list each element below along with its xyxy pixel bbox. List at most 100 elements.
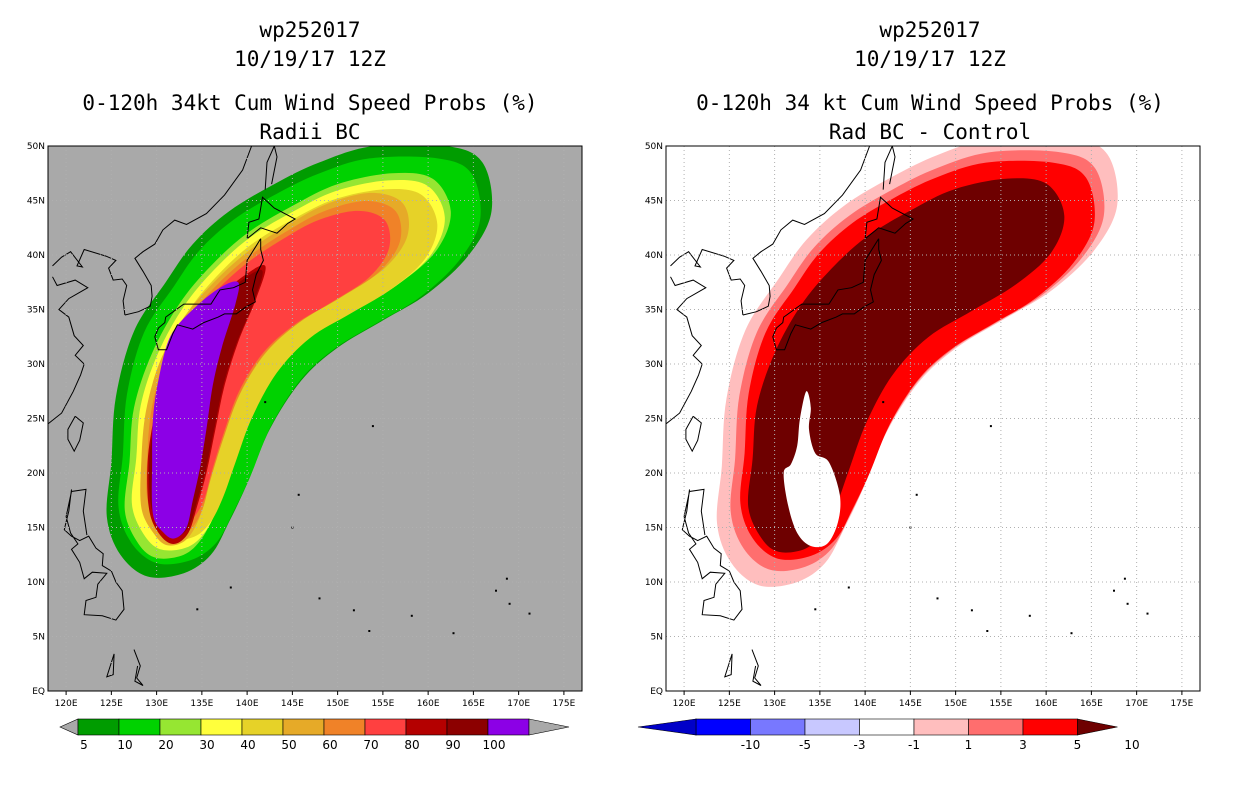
y-tick-label: 50N: [27, 142, 45, 152]
colorbar-label: 5: [1074, 738, 1082, 752]
coastline: [48, 276, 89, 425]
x-tick-label: 150E: [326, 699, 349, 709]
right-title-date: 10/19/17 12Z: [854, 47, 1006, 71]
colorbar-label: 50: [281, 738, 296, 752]
colorbar-swatch: [118, 718, 161, 736]
island: [1146, 612, 1149, 615]
colorbar-label: 3: [1019, 738, 1027, 752]
coastline: [685, 415, 702, 453]
colorbar-swatch: [364, 718, 407, 736]
y-tick-label: 45N: [27, 197, 45, 207]
left-colorbar: 5 10 20 30 40 50 60 70 80 90 100: [59, 718, 570, 752]
y-tick-label: EQ: [650, 687, 663, 697]
map-frame: [47, 145, 583, 692]
coastline: [106, 653, 115, 678]
contour-fills: [666, 146, 1149, 686]
y-tick-label: EQ: [32, 687, 45, 697]
y-tick-label: 20N: [27, 469, 45, 479]
island: [1123, 577, 1126, 580]
island: [352, 609, 355, 612]
y-tick-label: 5N: [651, 633, 663, 643]
coastline: [666, 276, 707, 425]
y-tick-label: 15N: [645, 524, 663, 534]
island: [508, 602, 511, 605]
gridlines: [48, 146, 582, 691]
y-tick-label: 35N: [27, 306, 45, 316]
colorbar-swatch: [1022, 718, 1078, 736]
colorbar-swatch: [913, 718, 969, 736]
coastline: [864, 196, 915, 240]
colorbar-swatch: [405, 718, 448, 736]
island: [318, 597, 321, 600]
coastline: [882, 146, 896, 190]
colorbar-label: 80: [404, 738, 419, 752]
y-tick-label: 25N: [645, 415, 663, 425]
island: [989, 425, 992, 428]
colorbar-min-arrow: [637, 718, 697, 736]
x-tick-label: 130E: [763, 699, 786, 709]
right-title-storm-id: wp252017: [879, 18, 981, 42]
island: [1070, 632, 1073, 635]
coastline: [751, 649, 762, 686]
y-tick-label: 45N: [645, 197, 663, 207]
island: [814, 608, 817, 611]
x-tick-label: 135E: [808, 699, 831, 709]
colorbar-swatch: [750, 718, 806, 736]
colorbar-label: -5: [799, 738, 811, 752]
contour-100: [151, 281, 240, 539]
colorbar-label: 10: [1124, 738, 1139, 752]
left-title-date: 10/19/17 12Z: [234, 47, 386, 71]
y-tick-label: 20N: [645, 469, 663, 479]
island: [196, 608, 199, 611]
island: [970, 609, 973, 612]
y-tick-label: 15N: [27, 524, 45, 534]
coastline: [67, 415, 84, 453]
colorbar-swatch: [968, 718, 1024, 736]
left-title-variable: 0-120h 34kt Cum Wind Speed Probs (%): [82, 91, 538, 115]
y-tick-label: 50N: [645, 142, 663, 152]
left-title-storm-id: wp252017: [259, 18, 361, 42]
coastline: [742, 146, 871, 316]
x-tick-label: 145E: [281, 699, 304, 709]
colorbar-label: 100: [483, 738, 506, 752]
island: [452, 632, 455, 635]
x-tick-label: 150E: [944, 699, 967, 709]
x-tick-label: 145E: [899, 699, 922, 709]
x-tick-label: 140E: [854, 699, 877, 709]
x-tick-label: 160E: [1035, 699, 1058, 709]
colorbar-label: 90: [445, 738, 460, 752]
diff-contour-10: [747, 178, 1065, 553]
colorbar-min-arrow: [59, 718, 79, 736]
colorbar-swatch: [446, 718, 489, 736]
colorbar-label: 30: [199, 738, 214, 752]
x-tick-label: 125E: [100, 699, 123, 709]
coastline: [124, 146, 253, 316]
colorbar-label: 60: [322, 738, 337, 752]
island: [229, 586, 232, 589]
x-tick-label: 140E: [236, 699, 259, 709]
colorbar-label: 40: [240, 738, 255, 752]
right-colorbar: -10 -5 -3 -1 1 3 5 10: [637, 718, 1140, 752]
right-map-panel: 120E 125E 130E 135E 140E 145E 150E 155E 160E 165E…: [645, 142, 1201, 709]
colorbar-label: 70: [363, 738, 378, 752]
y-tick-label: 40N: [27, 251, 45, 261]
x-tick-label: 165E: [1080, 699, 1103, 709]
island: [936, 597, 939, 600]
island: [882, 401, 885, 404]
x-tick-label: 120E: [55, 699, 78, 709]
coastline: [246, 196, 297, 240]
x-tick-label: 165E: [462, 699, 485, 709]
x-tick-label: 130E: [145, 699, 168, 709]
x-tick-label: 170E: [1125, 699, 1148, 709]
x-tick-label: 125E: [718, 699, 741, 709]
y-tick-label: 30N: [27, 360, 45, 370]
island: [505, 577, 508, 580]
colorbar-max-arrow: [1077, 718, 1118, 736]
x-tick-label: 155E: [989, 699, 1012, 709]
y-tick-label: 5N: [33, 633, 45, 643]
x-tick-label: 175E: [552, 699, 575, 709]
coastline: [264, 146, 278, 190]
y-tick-label: 10N: [27, 578, 45, 588]
coastline: [681, 488, 743, 621]
